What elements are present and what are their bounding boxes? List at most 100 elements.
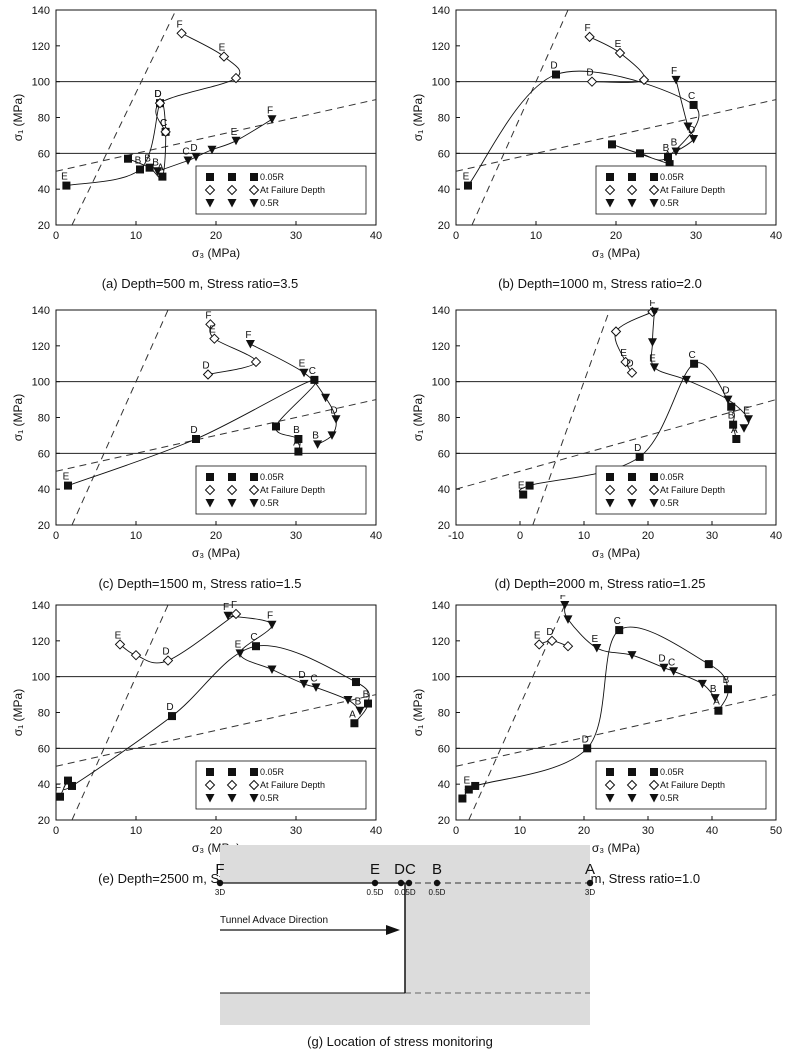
legend-marker-triangle-down <box>649 499 659 508</box>
point-label: E <box>235 639 242 650</box>
point-label: B <box>723 675 730 686</box>
legend-marker-triangle-down <box>605 499 615 508</box>
point-label: B <box>135 155 142 166</box>
failure-envelope-line <box>456 694 776 767</box>
data-point-square <box>583 744 592 753</box>
legend: 0.05R At Failure Depth 0.5R <box>195 165 367 215</box>
point-label: F <box>55 783 61 794</box>
legend-marker-diamond <box>626 184 638 196</box>
y-axis-label: σ₁ (MPa) <box>411 94 425 141</box>
legend-marker-diamond <box>204 184 216 196</box>
y-tick-label: 60 <box>438 743 450 755</box>
y-tick-label: 60 <box>38 448 50 460</box>
data-point-triangle-down <box>683 122 693 131</box>
data-point-square <box>464 181 472 190</box>
legend-marker-diamond <box>648 484 660 496</box>
y-tick-label: 140 <box>432 5 450 17</box>
y-tick-label: 140 <box>32 5 50 17</box>
data-point-triangle-down <box>649 363 659 372</box>
point-label: E <box>649 353 656 364</box>
point-label: D <box>546 627 553 638</box>
x-tick-label: 10 <box>578 530 590 542</box>
station-distance: 3D <box>585 888 595 897</box>
x-tick-label: 40 <box>370 530 382 542</box>
y-tick-label: 20 <box>438 815 450 827</box>
point-label: C <box>614 616 621 627</box>
point-label: D <box>162 647 169 658</box>
data-point-square <box>294 435 303 443</box>
data-point-triangle-down <box>592 644 602 653</box>
data-point-triangle-down <box>671 75 681 85</box>
legend-marker-diamond <box>626 484 638 496</box>
point-label: F <box>585 23 591 34</box>
series-curve-diamond <box>155 32 241 133</box>
failure-envelope-line <box>71 310 169 525</box>
y-tick-label: 60 <box>438 448 450 460</box>
data-point-triangle-down <box>267 665 277 674</box>
legend-marker-diamond <box>204 779 216 791</box>
failure-envelope-line <box>456 99 776 172</box>
point-label: F <box>267 611 273 622</box>
y-axis-label: σ₁ (MPa) <box>11 94 25 141</box>
data-point-diamond <box>586 76 598 87</box>
point-label: C <box>310 673 317 684</box>
chart-panel-a: 0 10 20 30 40 20 40 60 80 100 120 140 σ₃ (MPa) σ₁ (MP… <box>0 0 400 300</box>
data-point-square <box>689 100 698 109</box>
data-point-triangle-down <box>681 375 691 385</box>
chart-svg-d: -10 0 10 20 30 40 20 40 60 80 100 120 140 σ₃ (MPa) σ₁ … <box>411 300 782 591</box>
series-curve-diamond <box>589 36 646 83</box>
y-tick-label: 20 <box>38 220 50 232</box>
data-point-diamond <box>546 635 558 647</box>
panel-caption: (a) Depth=500 m, Stress ratio=3.5 <box>102 276 299 291</box>
x-axis-label: σ₃ (MPa) <box>192 246 240 260</box>
data-point-square <box>664 152 672 161</box>
y-tick-label: 100 <box>32 377 50 389</box>
legend-label: At Failure Depth <box>260 780 325 790</box>
data-point-triangle-down <box>743 415 753 424</box>
legend-label: At Failure Depth <box>260 485 325 495</box>
point-label: D <box>166 702 173 713</box>
point-label: E <box>115 630 122 641</box>
y-tick-label: 80 <box>438 113 450 125</box>
y-axis-label: σ₁ (MPa) <box>411 689 425 736</box>
chart-panel-b: 0 10 20 30 40 20 40 60 80 100 120 140 σ₃ (MPa) σ₁ (MP… <box>400 0 800 300</box>
data-point-diamond <box>160 126 171 138</box>
station-distance: 0.5D <box>429 888 446 897</box>
legend-label: At Failure Depth <box>660 780 725 790</box>
point-label: F <box>649 300 655 309</box>
data-point-diamond <box>250 356 262 368</box>
panel-caption: (b) Depth=1000 m, Stress ratio=2.0 <box>498 276 702 291</box>
data-point-square <box>665 160 674 169</box>
point-label: B <box>710 684 717 695</box>
data-point-diamond <box>130 649 142 661</box>
data-point-square <box>168 712 176 721</box>
point-label: F <box>223 602 229 613</box>
data-point-diamond <box>162 655 174 666</box>
y-axis-label: σ₁ (MPa) <box>411 394 425 441</box>
point-label: C <box>160 118 167 129</box>
data-point-square <box>704 660 713 669</box>
station-label: F <box>215 861 224 878</box>
legend: 0.05R At Failure Depth 0.5R <box>595 760 767 810</box>
data-point-triangle-down <box>697 679 707 689</box>
legend-label: 0.05R <box>260 472 285 482</box>
data-point-triangle-down <box>627 651 637 660</box>
data-point-triangle-down <box>343 695 353 705</box>
data-point-square <box>136 165 144 174</box>
point-label: A <box>293 438 300 449</box>
legend-label: 0.5R <box>660 498 680 508</box>
y-tick-label: 100 <box>32 672 50 684</box>
chart-panel-d: -10 0 10 20 30 40 20 40 60 80 100 120 140 σ₃ (MPa) σ₁ … <box>400 300 800 600</box>
data-point-triangle-down <box>321 393 331 403</box>
data-point-square <box>56 792 64 801</box>
y-tick-label: 40 <box>38 184 50 196</box>
data-point-diamond <box>562 641 574 652</box>
legend: 0.05R At Failure Depth 0.5R <box>195 760 367 810</box>
data-point-triangle-down <box>355 706 365 716</box>
x-tick-label: 50 <box>770 825 782 837</box>
point-label: E <box>63 472 70 483</box>
legend-label: At Failure Depth <box>260 185 325 195</box>
series-curve-triangle-down <box>157 118 273 172</box>
legend-marker-square <box>628 173 636 181</box>
y-tick-label: 60 <box>438 148 450 160</box>
